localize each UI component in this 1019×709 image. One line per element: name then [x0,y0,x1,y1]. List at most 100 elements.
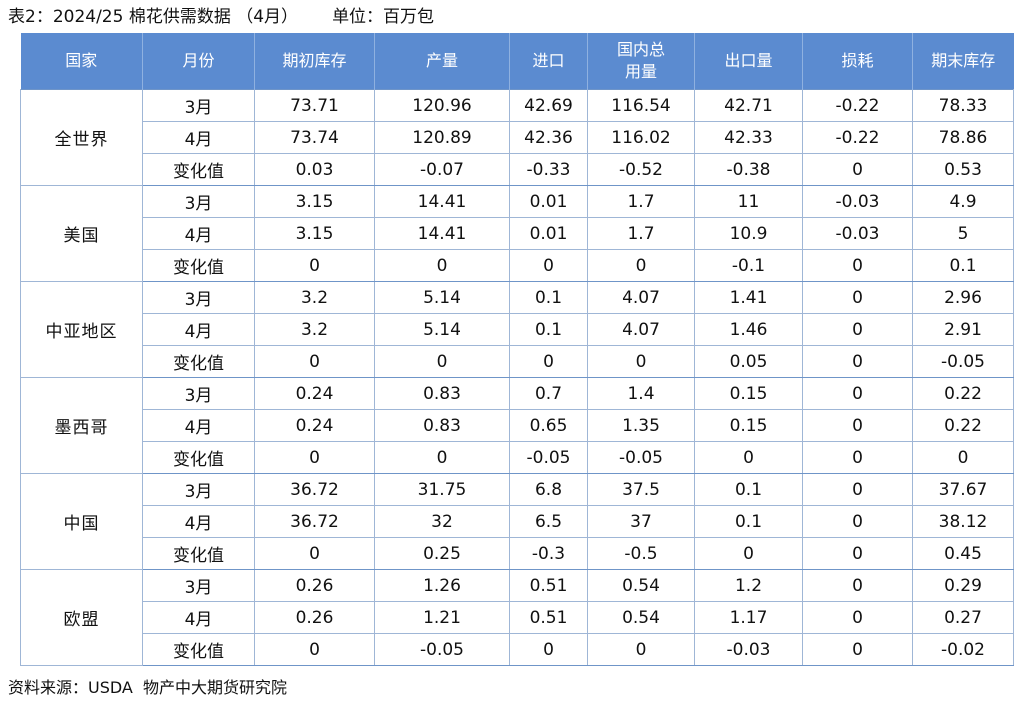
value-cell: -0.03 [802,217,913,250]
value-cell: 4.07 [587,313,695,346]
value-cell: 0.27 [912,601,1014,634]
value-cell: 0.1 [509,313,588,346]
value-cell: 11 [694,185,803,218]
value-cell: 0 [802,601,913,634]
value-cell: 0 [802,249,913,282]
value-cell: -0.5 [587,537,695,570]
value-cell: 0.83 [374,409,510,442]
value-cell: 0 [802,377,913,410]
value-cell: 0.01 [509,185,588,218]
table-row: 中国 3月 36.72 31.75 6.8 37.5 0.1 0 37.67 [20,473,1014,570]
month-cell: 4月 [142,121,255,154]
value-cell: 14.41 [374,217,510,250]
header-beginning-stocks: 期初库存 [254,33,375,90]
value-cell: 1.7 [587,185,695,218]
value-cell: 38.12 [912,505,1014,538]
month-cell: 3月 [142,377,255,410]
value-cell: 1.17 [694,601,803,634]
header-country: 国家 [20,33,143,90]
value-cell: 0.83 [374,377,510,410]
value-cell: 36.72 [254,473,375,506]
value-cell: 0.53 [912,153,1014,186]
value-cell: 36.72 [254,505,375,538]
value-cell: 1.4 [587,377,695,410]
country-group: 中国 3月 36.72 31.75 6.8 37.5 0.1 0 37.67 4月 36.72 32 6… [20,473,1014,570]
value-cell: 4.07 [587,281,695,314]
month-cell: 变化值 [142,633,255,666]
value-cell: 0 [254,633,375,666]
table-row: 欧盟 3月 0.26 1.26 0.51 0.54 1.2 0 0.29 [20,569,1014,666]
value-cell: 0.25 [374,537,510,570]
table-row: 4月 73.74 120.89 42.36 116.02 42.33 -0.22 78.86 [21,121,1014,154]
value-cell: -0.3 [509,537,588,570]
value-cell: -0.02 [912,633,1014,666]
value-cell: 1.26 [374,569,510,602]
value-cell: 0 [802,409,913,442]
value-cell: 78.86 [912,121,1014,154]
value-cell: 0.65 [509,409,588,442]
month-cell: 3月 [142,569,255,602]
value-cell: -0.52 [587,153,695,186]
value-cell: 0.1 [694,505,803,538]
value-cell: 116.02 [587,121,695,154]
table-row: 中亚地区 3月 3.2 5.14 0.1 4.07 1.41 0 2.96 [20,281,1014,378]
value-cell: 1.21 [374,601,510,634]
value-cell: 0 [374,441,510,474]
value-cell: -0.22 [802,89,913,122]
month-cell: 4月 [142,409,255,442]
month-cell: 4月 [142,313,255,346]
value-cell: -0.03 [802,185,913,218]
value-cell: 0 [802,569,913,602]
country-cell: 全世界 [20,89,143,186]
value-cell: 73.74 [254,121,375,154]
value-cell: 1.2 [694,569,803,602]
value-cell: 0 [254,345,375,378]
value-cell: 0.1 [912,249,1014,282]
month-cell: 3月 [142,89,255,122]
value-cell: 3.15 [254,217,375,250]
value-cell: 0.51 [509,601,588,634]
table-row: 全世界 3月 73.71 120.96 42.69 116.54 42.71 -0.22 78.… [20,89,1014,186]
value-cell: 120.96 [374,89,510,122]
value-cell: 0 [912,441,1014,474]
country-group: 欧盟 3月 0.26 1.26 0.51 0.54 1.2 0 0.29 4月 0.26 1.21 0.… [20,569,1014,666]
value-cell: 0.29 [912,569,1014,602]
header-production: 产量 [374,33,510,90]
value-cell: 0.1 [694,473,803,506]
value-cell: 1.41 [694,281,803,314]
value-cell: 0.45 [912,537,1014,570]
value-cell: -0.05 [374,633,510,666]
table-row: 美国 3月 3.15 14.41 0.01 1.7 11 -0.03 4.9 [20,185,1014,282]
country-cell: 欧盟 [20,569,143,666]
caption-unit: 单位：百万包 [332,7,435,27]
country-group: 墨西哥 3月 0.24 0.83 0.7 1.4 0.15 0 0.22 4月 0.24 0.83 0.… [20,377,1014,474]
value-cell: 0 [587,345,695,378]
value-cell: 6.5 [509,505,588,538]
value-cell: 78.33 [912,89,1014,122]
value-cell: -0.05 [912,345,1014,378]
value-cell: 0.26 [254,569,375,602]
value-cell: 42.33 [694,121,803,154]
value-cell: 3.2 [254,281,375,314]
country-cell: 中亚地区 [20,281,143,378]
table-row: 变化值 0 0 0 0 0.05 0 -0.05 [21,345,1014,378]
value-cell: 0 [374,345,510,378]
header-ending-stocks: 期末库存 [912,33,1014,90]
value-cell: 0 [802,153,913,186]
value-cell: 0.01 [509,217,588,250]
value-cell: -0.05 [587,441,695,474]
table-row: 4月 3.2 5.14 0.1 4.07 1.46 0 2.91 [21,313,1014,346]
header-exports: 出口量 [694,33,803,90]
value-cell: 5.14 [374,281,510,314]
value-cell: 5.14 [374,313,510,346]
table-row: 4月 3.15 14.41 0.01 1.7 10.9 -0.03 5 [21,217,1014,250]
value-cell: 42.36 [509,121,588,154]
value-cell: 0 [509,633,588,666]
header-imports: 进口 [509,33,588,90]
table-row: 4月 0.24 0.83 0.65 1.35 0.15 0 0.22 [21,409,1014,442]
value-cell: 0 [587,249,695,282]
value-cell: 0.54 [587,569,695,602]
value-cell: 0 [254,249,375,282]
value-cell: 1.46 [694,313,803,346]
value-cell: 120.89 [374,121,510,154]
